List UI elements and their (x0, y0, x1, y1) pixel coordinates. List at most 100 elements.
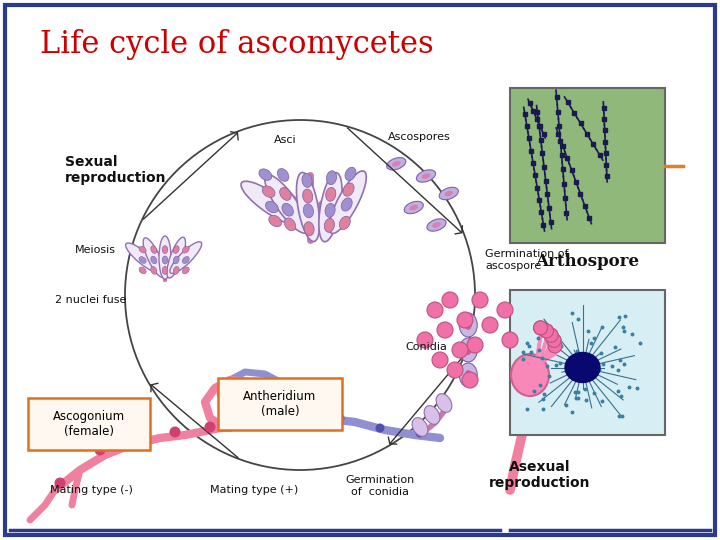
Circle shape (467, 337, 483, 353)
Ellipse shape (170, 242, 202, 273)
Circle shape (544, 328, 558, 342)
Ellipse shape (326, 171, 336, 185)
Ellipse shape (262, 186, 275, 198)
Ellipse shape (139, 267, 146, 274)
Circle shape (376, 423, 384, 433)
Circle shape (336, 414, 344, 422)
Ellipse shape (416, 170, 436, 182)
Text: Germination of
ascospore: Germination of ascospore (485, 249, 569, 271)
Circle shape (539, 324, 554, 338)
Circle shape (437, 322, 453, 338)
Circle shape (169, 427, 181, 437)
Circle shape (204, 422, 215, 433)
Ellipse shape (459, 338, 477, 362)
Circle shape (482, 317, 498, 333)
Bar (510, 290, 665, 435)
Ellipse shape (162, 246, 168, 254)
Ellipse shape (282, 204, 294, 216)
Circle shape (135, 435, 145, 446)
Ellipse shape (325, 187, 336, 201)
Ellipse shape (259, 169, 271, 180)
Ellipse shape (182, 267, 189, 274)
Circle shape (447, 362, 463, 378)
Ellipse shape (427, 219, 446, 231)
Ellipse shape (303, 204, 313, 218)
Ellipse shape (392, 161, 400, 166)
Circle shape (539, 324, 554, 338)
Text: Meiosis: Meiosis (75, 245, 116, 255)
Ellipse shape (125, 243, 160, 272)
Text: Conidia: Conidia (405, 342, 447, 353)
Ellipse shape (343, 183, 354, 196)
Ellipse shape (297, 172, 320, 241)
Text: Mating type (+): Mating type (+) (210, 485, 298, 495)
Ellipse shape (182, 246, 189, 253)
Ellipse shape (432, 222, 441, 228)
Ellipse shape (302, 173, 312, 187)
Circle shape (452, 342, 468, 358)
Ellipse shape (339, 216, 351, 229)
Ellipse shape (387, 158, 406, 170)
Ellipse shape (269, 215, 282, 227)
Circle shape (502, 332, 518, 348)
Circle shape (55, 477, 66, 489)
Text: Life cycle of ascomycetes: Life cycle of ascomycetes (40, 30, 433, 60)
Circle shape (442, 292, 458, 308)
Circle shape (534, 321, 548, 335)
Text: Arthospore: Arthospore (536, 253, 639, 269)
Circle shape (457, 312, 473, 328)
Ellipse shape (241, 181, 300, 225)
Ellipse shape (341, 198, 352, 211)
Circle shape (472, 292, 488, 308)
Ellipse shape (464, 345, 472, 355)
Circle shape (547, 333, 561, 347)
Ellipse shape (444, 191, 453, 197)
Text: Mating type (-): Mating type (-) (50, 485, 133, 495)
Circle shape (94, 444, 106, 456)
Ellipse shape (265, 175, 308, 233)
Ellipse shape (150, 267, 157, 274)
Circle shape (547, 333, 561, 347)
Ellipse shape (424, 406, 440, 424)
Ellipse shape (329, 171, 366, 233)
Circle shape (295, 410, 305, 420)
Ellipse shape (174, 246, 179, 253)
Ellipse shape (464, 370, 472, 380)
Ellipse shape (182, 256, 189, 264)
Ellipse shape (279, 187, 291, 200)
Ellipse shape (319, 173, 342, 242)
Bar (510, 88, 665, 243)
Ellipse shape (167, 237, 186, 278)
Ellipse shape (410, 205, 418, 210)
Text: Ascospores: Ascospores (387, 132, 450, 143)
Ellipse shape (284, 218, 296, 231)
Circle shape (462, 372, 478, 388)
Circle shape (417, 332, 433, 348)
Ellipse shape (159, 236, 171, 279)
Ellipse shape (266, 201, 279, 213)
Ellipse shape (174, 256, 179, 264)
Text: Sexual
reproduction: Sexual reproduction (65, 155, 166, 185)
Ellipse shape (150, 256, 157, 264)
Ellipse shape (439, 187, 459, 200)
Ellipse shape (511, 354, 549, 396)
FancyBboxPatch shape (218, 378, 342, 430)
Ellipse shape (162, 266, 168, 274)
Circle shape (548, 339, 562, 353)
Ellipse shape (459, 313, 477, 337)
Circle shape (415, 429, 425, 437)
Ellipse shape (302, 189, 312, 203)
Circle shape (544, 328, 558, 342)
Text: Asci: Asci (274, 135, 297, 145)
Text: Ascogonium
(female): Ascogonium (female) (53, 410, 125, 438)
Ellipse shape (162, 256, 168, 264)
Ellipse shape (324, 218, 335, 232)
Ellipse shape (345, 167, 356, 180)
Ellipse shape (150, 246, 157, 253)
Circle shape (427, 302, 443, 318)
FancyBboxPatch shape (28, 398, 150, 450)
Ellipse shape (464, 320, 472, 330)
Text: Germination
of  conidia: Germination of conidia (346, 475, 415, 497)
Ellipse shape (436, 394, 452, 413)
Ellipse shape (304, 222, 314, 235)
